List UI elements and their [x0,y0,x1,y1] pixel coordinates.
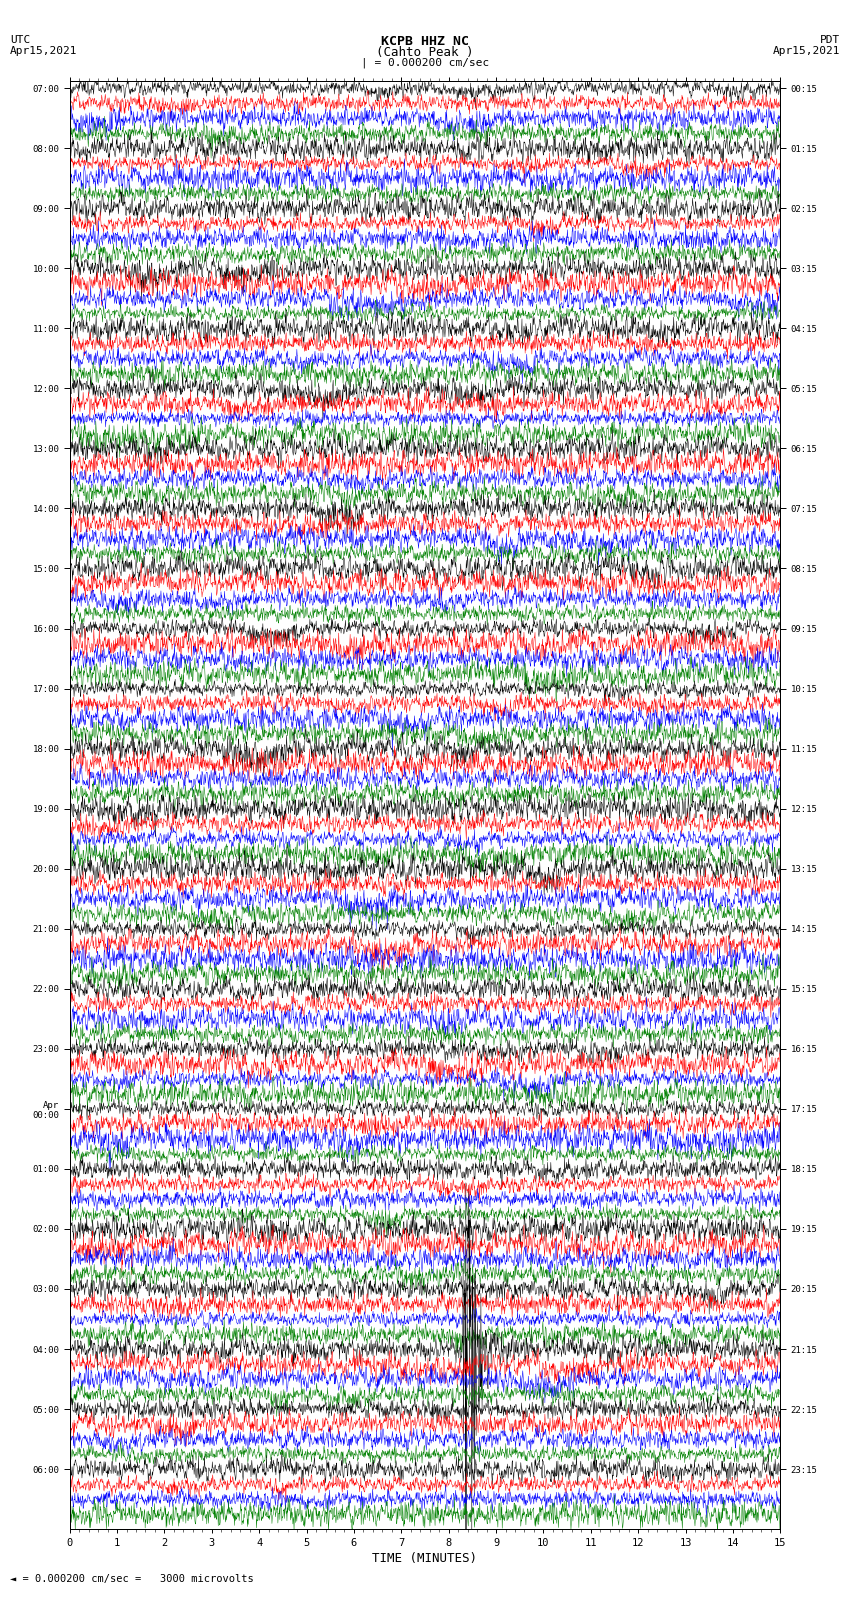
Text: Apr15,2021: Apr15,2021 [773,45,840,56]
Text: ◄ = 0.000200 cm/sec =   3000 microvolts: ◄ = 0.000200 cm/sec = 3000 microvolts [10,1574,254,1584]
Text: | = 0.000200 cm/sec: | = 0.000200 cm/sec [361,58,489,68]
X-axis label: TIME (MINUTES): TIME (MINUTES) [372,1552,478,1565]
Text: Apr15,2021: Apr15,2021 [10,45,77,56]
Text: (Cahto Peak ): (Cahto Peak ) [377,45,473,60]
Text: UTC: UTC [10,35,31,45]
Text: PDT: PDT [819,35,840,45]
Text: KCPB HHZ NC: KCPB HHZ NC [381,35,469,48]
